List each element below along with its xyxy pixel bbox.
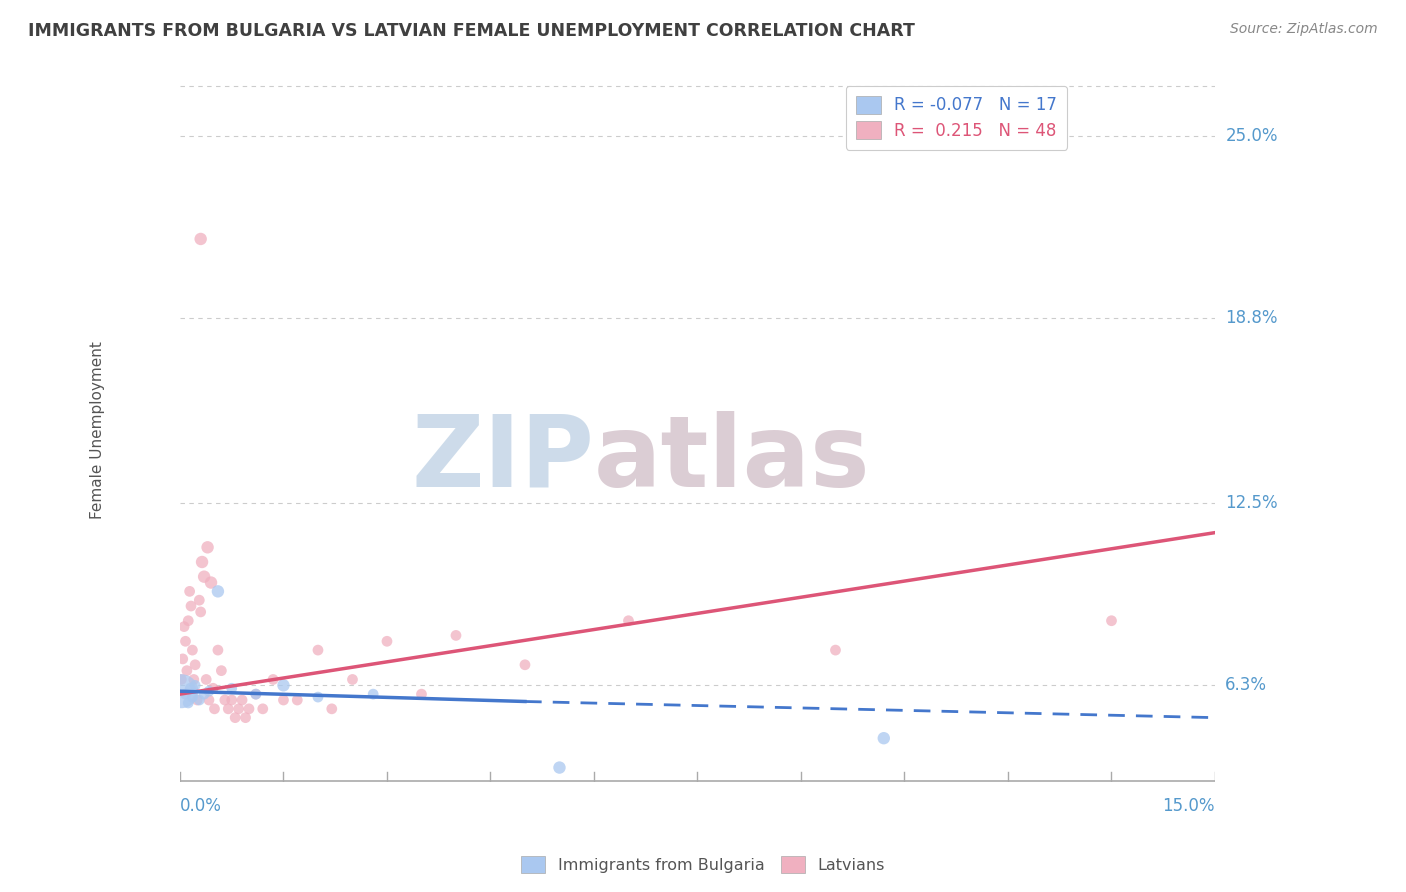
Text: Female Unemployment: Female Unemployment bbox=[90, 341, 104, 519]
Point bbox=[224, 711, 246, 725]
Point bbox=[177, 614, 200, 628]
Point bbox=[170, 673, 193, 687]
Point bbox=[177, 696, 200, 710]
Point bbox=[245, 687, 267, 701]
Point bbox=[195, 673, 218, 687]
Point bbox=[342, 673, 364, 687]
Point bbox=[181, 690, 204, 704]
Point bbox=[273, 678, 295, 692]
Point bbox=[273, 693, 295, 707]
Point bbox=[173, 619, 195, 633]
Point bbox=[188, 593, 211, 607]
Point bbox=[1101, 614, 1123, 628]
Point bbox=[238, 702, 260, 716]
Point bbox=[207, 584, 229, 599]
Point bbox=[228, 702, 250, 716]
Point bbox=[307, 643, 329, 657]
Text: IMMIGRANTS FROM BULGARIA VS LATVIAN FEMALE UNEMPLOYMENT CORRELATION CHART: IMMIGRANTS FROM BULGARIA VS LATVIAN FEMA… bbox=[28, 22, 915, 40]
Point bbox=[180, 599, 202, 613]
Point bbox=[174, 687, 197, 701]
Point bbox=[209, 664, 232, 678]
Text: atlas: atlas bbox=[593, 410, 870, 508]
Point bbox=[221, 681, 243, 696]
Point bbox=[183, 673, 205, 687]
Point bbox=[186, 693, 208, 707]
Point bbox=[307, 690, 329, 704]
Point bbox=[204, 702, 226, 716]
Legend: R = -0.077   N = 17, R =  0.215   N = 48: R = -0.077 N = 17, R = 0.215 N = 48 bbox=[846, 86, 1067, 150]
Point bbox=[321, 702, 343, 716]
Point bbox=[200, 575, 222, 590]
Text: 18.8%: 18.8% bbox=[1226, 310, 1278, 327]
Point bbox=[184, 678, 207, 692]
Point bbox=[262, 673, 284, 687]
Point bbox=[188, 693, 211, 707]
Point bbox=[548, 761, 571, 775]
Point bbox=[824, 643, 846, 657]
Text: 12.5%: 12.5% bbox=[1226, 494, 1278, 512]
Text: 25.0%: 25.0% bbox=[1226, 128, 1278, 145]
Point bbox=[197, 541, 219, 555]
Point bbox=[375, 634, 398, 648]
Point bbox=[198, 684, 221, 698]
Point bbox=[172, 652, 194, 666]
Point bbox=[617, 614, 640, 628]
Point bbox=[214, 693, 236, 707]
Text: 6.3%: 6.3% bbox=[1226, 676, 1267, 694]
Point bbox=[207, 643, 229, 657]
Point bbox=[231, 693, 253, 707]
Text: ZIP: ZIP bbox=[411, 410, 593, 508]
Point bbox=[245, 687, 267, 701]
Point bbox=[191, 555, 214, 569]
Text: 15.0%: 15.0% bbox=[1163, 797, 1215, 815]
Point bbox=[221, 693, 243, 707]
Point bbox=[873, 731, 896, 746]
Point bbox=[411, 687, 433, 701]
Point bbox=[513, 657, 536, 672]
Point bbox=[285, 693, 308, 707]
Point bbox=[184, 657, 207, 672]
Point bbox=[444, 628, 467, 642]
Point bbox=[361, 687, 384, 701]
Point bbox=[198, 693, 221, 707]
Legend: Immigrants from Bulgaria, Latvians: Immigrants from Bulgaria, Latvians bbox=[515, 849, 891, 880]
Point bbox=[170, 684, 193, 698]
Point bbox=[235, 711, 257, 725]
Text: 0.0%: 0.0% bbox=[180, 797, 222, 815]
Point bbox=[179, 681, 201, 696]
Text: Source: ZipAtlas.com: Source: ZipAtlas.com bbox=[1230, 22, 1378, 37]
Point bbox=[179, 584, 201, 599]
Point bbox=[193, 570, 215, 584]
Point bbox=[217, 702, 239, 716]
Point bbox=[190, 605, 212, 619]
Point bbox=[193, 687, 215, 701]
Point bbox=[202, 681, 225, 696]
Point bbox=[181, 643, 204, 657]
Point bbox=[174, 634, 197, 648]
Point bbox=[190, 232, 212, 246]
Point bbox=[176, 664, 198, 678]
Point bbox=[252, 702, 274, 716]
